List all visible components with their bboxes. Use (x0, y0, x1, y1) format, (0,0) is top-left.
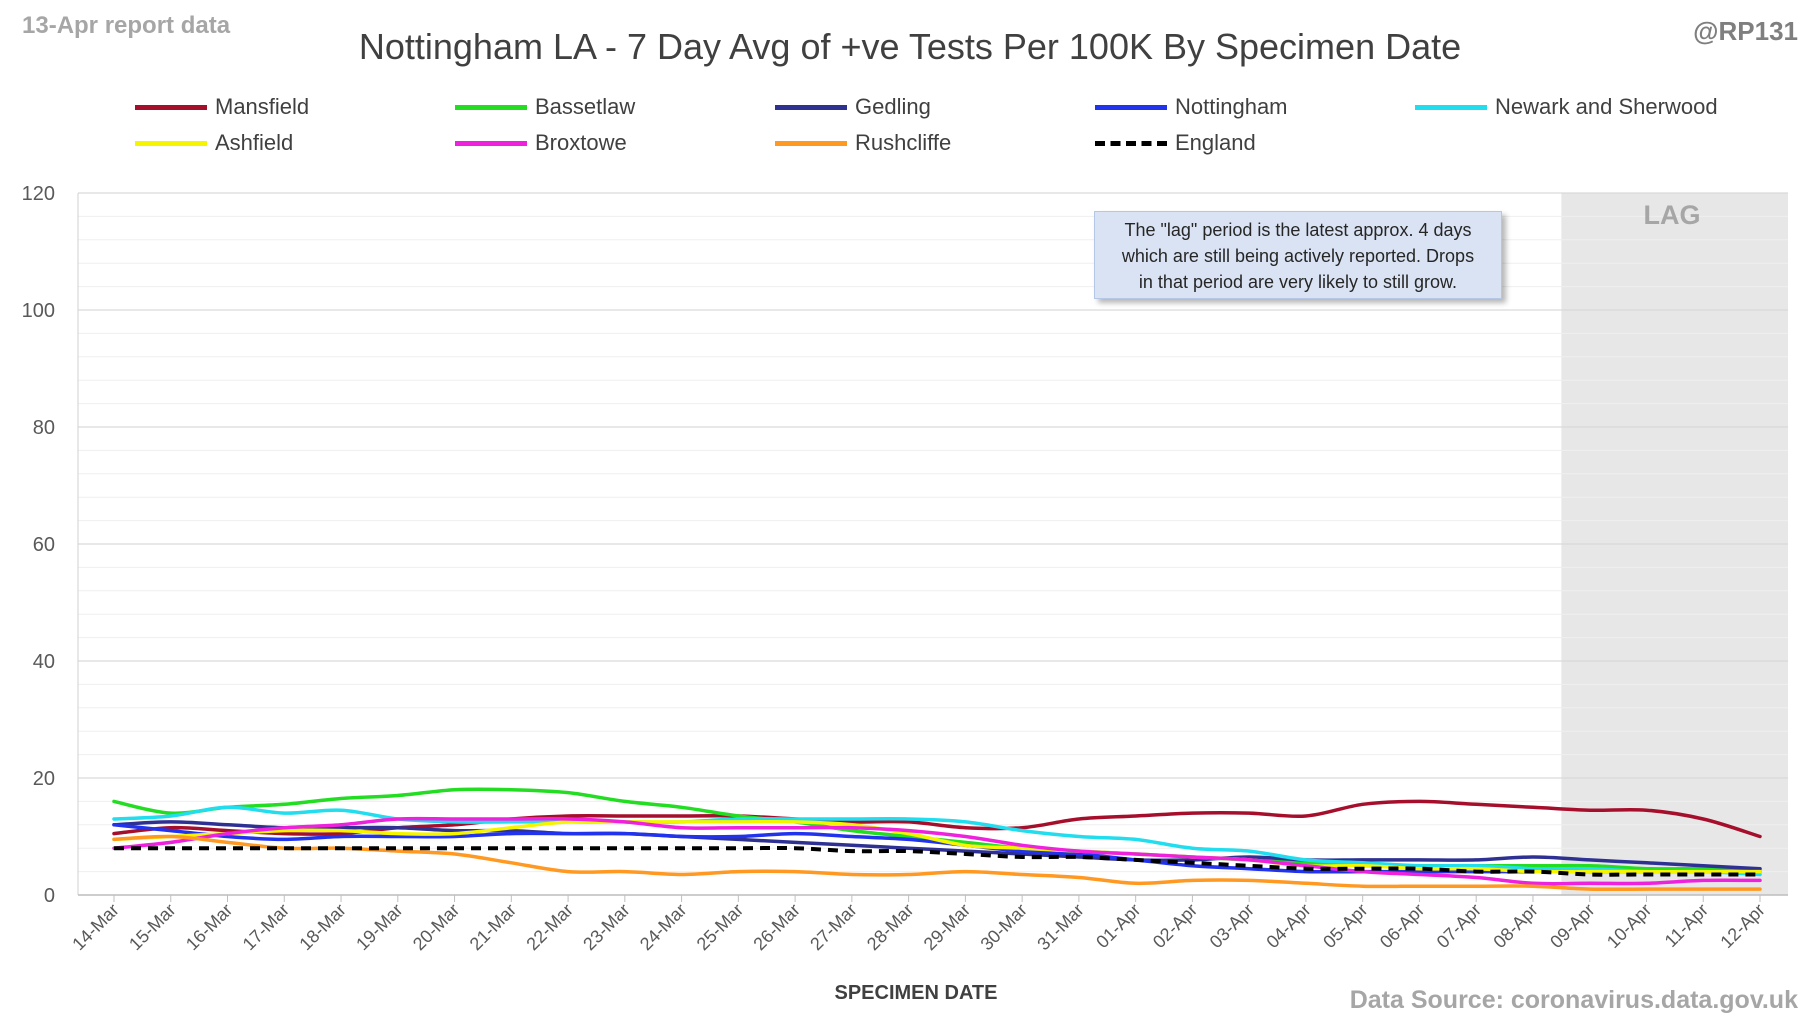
y-tick-label: 20 (33, 768, 55, 790)
legend-item-gedling: Gedling (775, 94, 1095, 120)
legend-item-broxtowe: Broxtowe (455, 130, 775, 156)
x-tick-label: 31-Mar (1033, 900, 1087, 954)
legend-label: Bassetlaw (535, 94, 636, 119)
legend-label: Mansfield (215, 94, 310, 119)
y-tick-label: 40 (33, 651, 55, 673)
x-tick-label: 12-Apr (1716, 900, 1768, 952)
y-tick-label: 60 (33, 534, 55, 556)
x-tick-label: 10-Apr (1603, 900, 1655, 952)
x-tick-label: 29-Mar (920, 900, 974, 954)
legend-label: Ashfield (215, 130, 294, 155)
x-tick-label: 15-Mar (125, 900, 179, 954)
legend-swatch (775, 140, 847, 146)
lag-note-line-1: The "lag" period is the latest approx. 4… (1124, 220, 1472, 240)
series-lines (112, 787, 1762, 892)
chart-title: Nottingham LA - 7 Day Avg of +ve Tests P… (358, 26, 1462, 67)
series-line-gedling (112, 820, 1762, 871)
legend-item-bassetlaw: Bassetlaw (455, 94, 775, 120)
x-tick-label: 17-Mar (239, 900, 293, 954)
legend-swatch (135, 104, 207, 110)
lag-note-line-2: which are still being actively reported.… (1121, 246, 1475, 266)
series-line-ashfield (112, 819, 1762, 874)
data-source-credit: Data Source: coronavirus.data.gov.uk (1349, 986, 1798, 1014)
legend-label: Gedling (855, 94, 931, 119)
x-tick-label: 24-Mar (636, 900, 690, 954)
legend-item-newark-and-sherwood: Newark and Sherwood (1415, 94, 1735, 120)
legend-swatch (1095, 104, 1167, 110)
legend-label: Rushcliffe (855, 130, 952, 155)
x-tick-label: 23-Mar (579, 900, 633, 954)
x-tick-label: 21-Mar (466, 900, 520, 954)
y-tick-label: 0 (44, 885, 55, 907)
x-tick-label: 04-Apr (1262, 900, 1314, 952)
y-tick-label: 100 (22, 300, 55, 322)
x-axis-title: SPECIMEN DATE (834, 982, 998, 1004)
legend-item-nottingham: Nottingham (1095, 94, 1415, 120)
x-tick-label: 11-Apr (1661, 900, 1712, 951)
lag-note-line-3: in that period are very likely to still … (1138, 272, 1458, 292)
x-tick-label: 01-Apr (1092, 900, 1144, 952)
x-tick-label: 02-Apr (1149, 900, 1201, 952)
report-date-label: 13-Apr report data (22, 12, 231, 39)
y-tick-label: 120 (22, 183, 55, 205)
legend-label: Newark and Sherwood (1495, 94, 1718, 119)
lag-label: LAG (1643, 200, 1701, 230)
series-line-broxtowe (112, 816, 1762, 886)
x-tick-label: 06-Apr (1376, 900, 1428, 952)
y-tick-label: 80 (33, 417, 55, 439)
x-tick-label: 16-Mar (182, 900, 236, 954)
x-tick-label: 28-Mar (863, 900, 917, 954)
legend-label: England (1175, 130, 1256, 155)
legend-swatch (455, 140, 527, 146)
x-tick-label: 14-Mar (68, 900, 122, 954)
x-tick-label: 25-Mar (693, 900, 747, 954)
legend-swatch (1095, 140, 1167, 146)
x-tick-label: 27-Mar (806, 900, 860, 954)
legend-item-england: England (1095, 130, 1415, 156)
lag-note-callout: The "lag" period is the latest approx. 4… (1094, 211, 1502, 299)
legend-label: Nottingham (1175, 94, 1288, 119)
x-tick-label: 03-Apr (1206, 900, 1258, 952)
legend-swatch (135, 140, 207, 146)
legend-swatch (1415, 104, 1487, 110)
legend-label: Broxtowe (535, 130, 627, 155)
series-line-rushcliffe (112, 834, 1762, 892)
legend-swatch (455, 104, 527, 110)
x-tick-label: 26-Mar (749, 900, 803, 954)
author-handle: @RP131 (1693, 16, 1798, 46)
x-tick-label: 19-Mar (352, 900, 406, 954)
legend-item-ashfield: Ashfield (135, 130, 455, 156)
x-tick-label: 05-Apr (1319, 900, 1371, 952)
x-tick-label: 08-Apr (1489, 900, 1541, 952)
legend-swatch (775, 104, 847, 110)
x-tick-label: 09-Apr (1546, 900, 1598, 952)
gridlines (78, 192, 1788, 896)
legend-item-rushcliffe: Rushcliffe (775, 130, 1095, 156)
x-tick-label: 07-Apr (1433, 900, 1485, 952)
legend-item-mansfield: Mansfield (135, 94, 455, 120)
x-tick-label: 20-Mar (409, 900, 463, 954)
series-line-england (114, 845, 1760, 877)
x-tick-label: 22-Mar (522, 900, 576, 954)
legend: Mansfield Bassetlaw Gedling Nottingham Newar… (135, 94, 1775, 156)
x-tick-label: 18-Mar (295, 900, 349, 954)
x-tick-label: 30-Mar (977, 900, 1031, 954)
